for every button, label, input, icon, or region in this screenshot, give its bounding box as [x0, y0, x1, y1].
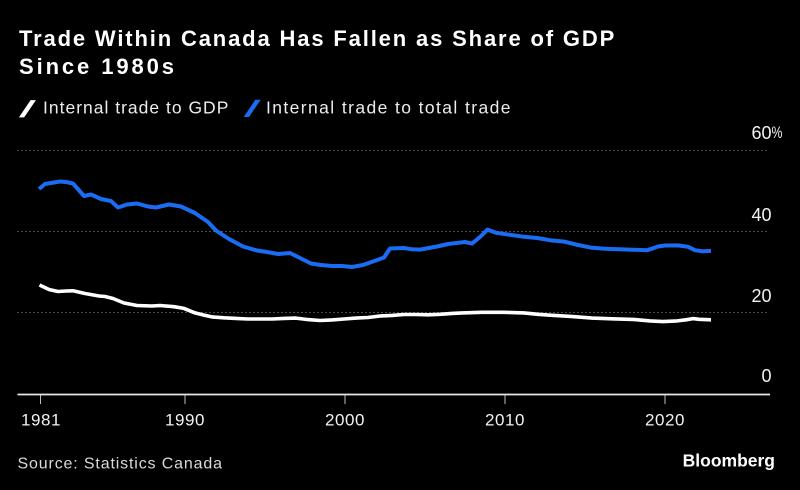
svg-text:%: % — [772, 124, 783, 142]
svg-text:2010: 2010 — [485, 411, 525, 430]
svg-text:1981: 1981 — [21, 411, 61, 430]
svg-text:Since 1980s: Since 1980s — [19, 54, 177, 79]
svg-text:0: 0 — [761, 366, 771, 386]
svg-text:Source: Statistics Canada: Source: Statistics Canada — [18, 456, 223, 473]
svg-text:2020: 2020 — [645, 411, 685, 430]
svg-text:20: 20 — [751, 286, 771, 306]
svg-text:Internal trade to total trade: Internal trade to total trade — [266, 98, 512, 118]
svg-text:60: 60 — [751, 123, 771, 143]
svg-text:Trade Within Canada Has Fallen: Trade Within Canada Has Fallen as Share … — [19, 26, 616, 51]
svg-text:Bloomberg: Bloomberg — [683, 451, 775, 471]
svg-text:1990: 1990 — [165, 411, 205, 430]
svg-text:40: 40 — [751, 205, 771, 225]
svg-text:Internal trade to GDP: Internal trade to GDP — [43, 98, 229, 118]
svg-text:2000: 2000 — [325, 411, 365, 430]
